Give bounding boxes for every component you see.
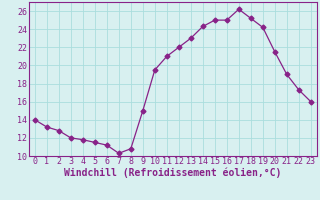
X-axis label: Windchill (Refroidissement éolien,°C): Windchill (Refroidissement éolien,°C) (64, 168, 282, 178)
